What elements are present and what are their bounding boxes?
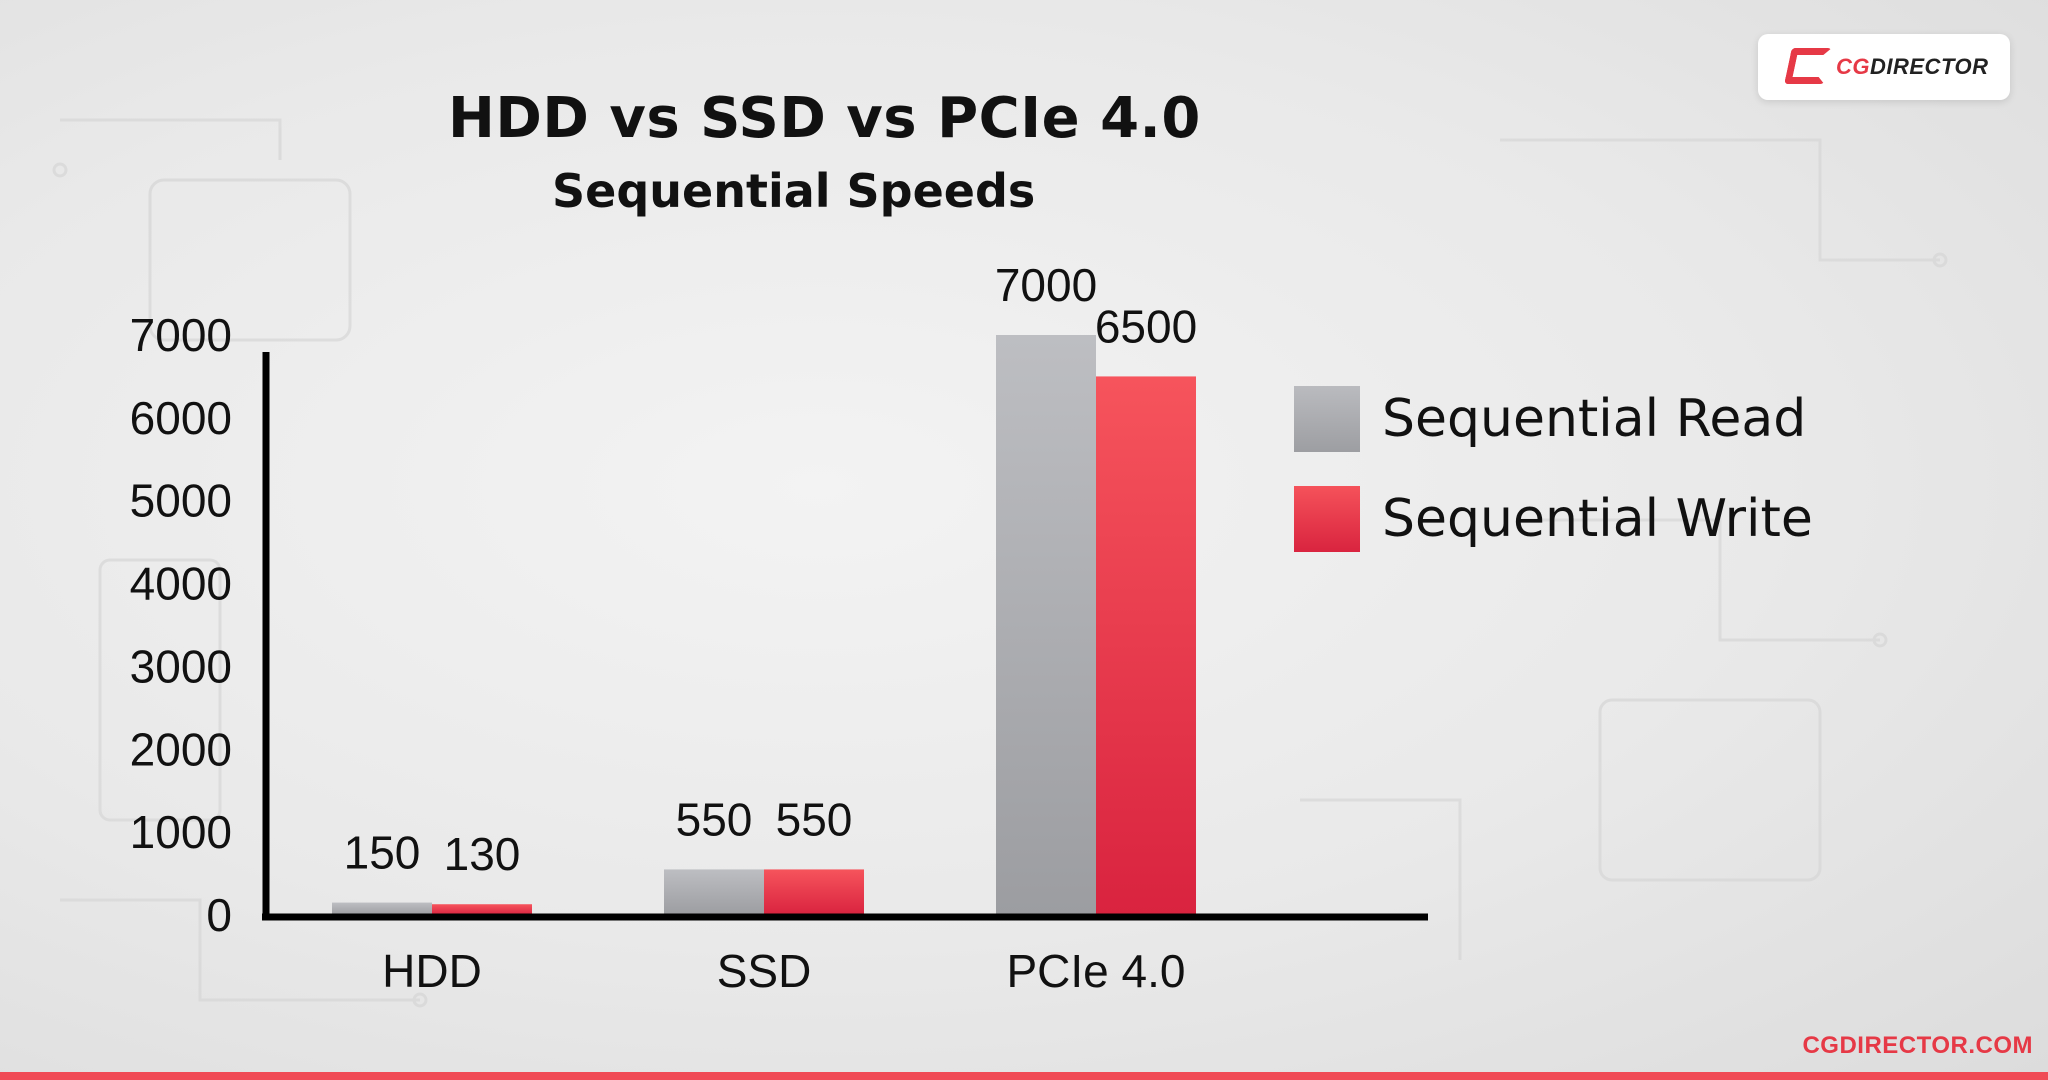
logo-text-suffix: DIRECTOR: [1870, 54, 1989, 79]
cgdirector-logo[interactable]: CGDIRECTOR: [1758, 34, 2010, 100]
bar-read-2: [996, 335, 1096, 915]
chart-subtitle: Sequential Speeds: [552, 164, 1036, 218]
y-tick-label: 6000: [130, 392, 232, 444]
legend-label-write: Sequential Write: [1382, 489, 1813, 549]
data-label: 130: [444, 828, 521, 880]
y-tick-label: 3000: [130, 640, 232, 692]
legend-item-read: Sequential Read: [1294, 386, 1813, 452]
chart-title: HDD vs SSD vs PCIe 4.0: [448, 86, 1201, 151]
chart-legend: Sequential Read Sequential Write: [1294, 386, 1813, 586]
y-tick-label: 5000: [130, 475, 232, 527]
legend-label-read: Sequential Read: [1382, 389, 1807, 449]
bar-write-2: [1096, 376, 1196, 915]
data-label: 7000: [995, 259, 1097, 311]
legend-swatch-write: [1294, 486, 1360, 552]
bar-write-0: [432, 904, 532, 915]
logo-text-prefix: CG: [1836, 54, 1870, 79]
y-tick-label: 1000: [130, 806, 232, 858]
y-tick-label: 4000: [130, 558, 232, 610]
x-tick-label: SSD: [717, 945, 812, 997]
data-label: 550: [676, 793, 753, 845]
data-label: 6500: [1095, 300, 1197, 352]
x-tick-label: PCIe 4.0: [1007, 945, 1186, 997]
footer-url[interactable]: CGDIRECTOR.COM: [1802, 1032, 2033, 1059]
bottom-accent-bar: [0, 1072, 2048, 1080]
y-tick-label: 7000: [130, 309, 232, 361]
bar-read-1: [664, 869, 764, 915]
y-tick-label: 0: [206, 889, 232, 941]
legend-item-write: Sequential Write: [1294, 486, 1813, 552]
bar-write-1: [764, 869, 864, 915]
legend-swatch-read: [1294, 386, 1360, 452]
bar-read-0: [332, 902, 432, 915]
logo-text: CGDIRECTOR: [1836, 54, 1989, 80]
y-tick-label: 2000: [130, 723, 232, 775]
data-label: 550: [776, 793, 853, 845]
data-label: 150: [344, 827, 421, 879]
x-tick-label: HDD: [382, 945, 482, 997]
